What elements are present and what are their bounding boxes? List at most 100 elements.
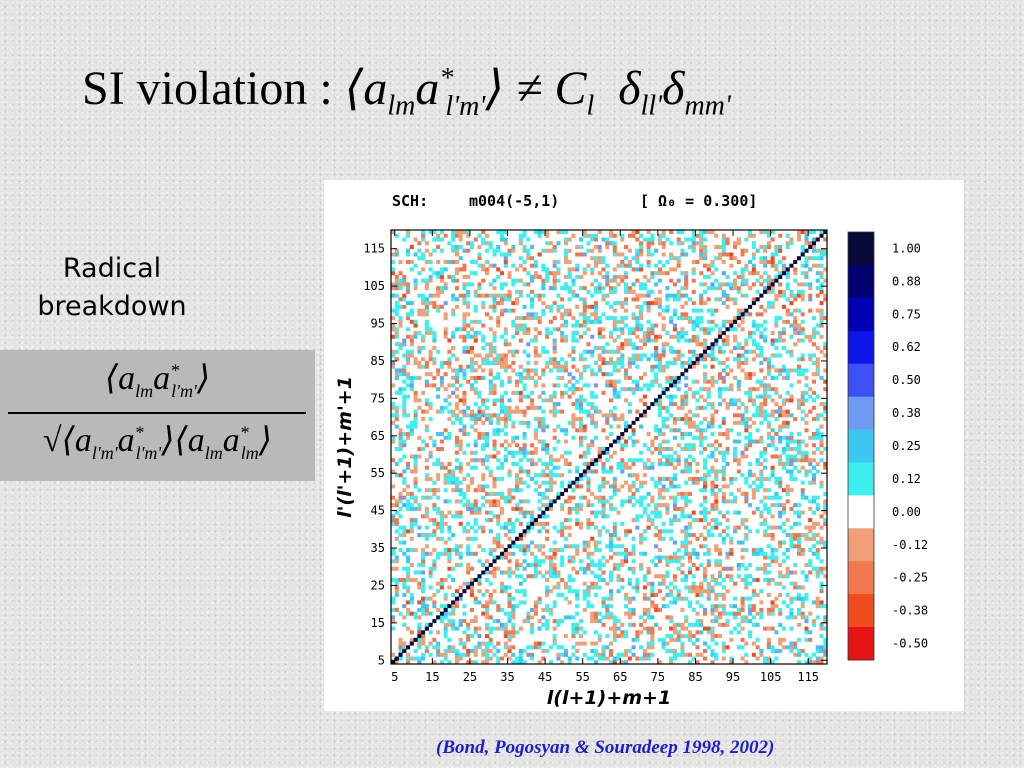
matrix-cell [601,274,606,279]
matrix-cell [563,274,568,279]
matrix-cell [503,417,508,422]
matrix-cell [710,379,715,384]
matrix-cell [590,353,595,358]
matrix-cell [616,417,621,422]
matrix-cell [639,304,644,309]
matrix-cell [511,615,516,620]
matrix-cell [582,252,587,257]
matrix-cell [481,398,486,403]
matrix-cell [785,390,790,395]
matrix-cell [702,379,708,384]
matrix-cell [436,551,441,556]
matrix-cell [601,480,606,485]
matrix-cell [492,491,497,496]
matrix-cell [620,259,625,264]
matrix-cell [706,533,711,538]
matrix-cell [612,368,617,373]
matrix-cell [492,480,497,485]
matrix-cell [736,413,741,418]
matrix-cell [721,465,726,470]
matrix-cell [488,491,493,496]
matrix-cell [473,428,478,433]
matrix-cell [763,660,768,665]
matrix-cell [530,312,535,317]
matrix-cell [590,267,595,272]
matrix-cell [657,607,662,612]
matrix-cell [458,656,463,661]
matrix-cell [642,495,647,500]
matrix-cell [789,506,794,511]
matrix-cell [815,357,820,362]
matrix-cell [785,368,790,373]
matrix-cell [417,360,422,365]
matrix-cell [518,237,523,242]
matrix-cell [563,585,568,590]
matrix-cell [473,506,478,511]
matrix-cell [567,585,572,590]
matrix-cell [451,476,456,481]
matrix-cell [684,529,689,534]
matrix-cell [635,248,640,253]
matrix-cell [785,604,790,609]
matrix-cell [706,424,711,429]
matrix-cell [789,368,794,373]
matrix-cell [725,551,730,556]
matrix-cell [413,469,418,474]
matrix-cell [526,615,531,620]
matrix-cell [684,432,689,437]
matrix-cell [766,443,771,448]
matrix-cell [439,383,444,388]
matrix-cell [451,297,456,302]
matrix-cell [710,383,715,388]
matrix-cell [545,424,550,429]
matrix-cell [492,540,497,545]
matrix-cell [469,465,474,470]
matrix-cell [811,533,817,538]
matrix-cell [616,368,621,373]
matrix-cell [552,282,557,287]
matrix-cell [481,660,486,665]
matrix-cell [417,626,422,631]
matrix-cell [413,286,418,291]
matrix-cell [507,630,512,635]
matrix-cell [804,230,809,235]
matrix-cell [804,577,809,582]
matrix-cell [406,286,411,291]
matrix-cell [763,417,768,422]
matrix-cell [620,319,625,324]
matrix-cell [481,323,486,328]
matrix-cell [718,615,723,620]
matrix-cell [578,506,583,511]
matrix-cell [432,331,437,336]
matrix-cell [436,649,441,654]
matrix-cell [466,293,471,298]
matrix-cell [800,611,805,616]
matrix-cell [733,439,738,444]
matrix-cell [503,626,508,631]
matrix-cell [718,297,723,302]
matrix-cell [657,405,662,410]
matrix-cell [751,256,756,261]
matrix-cell [473,551,478,556]
matrix-cell [808,387,813,392]
matrix-cell [541,312,546,317]
matrix-cell [774,323,779,328]
matrix-cell [473,645,478,650]
matrix-cell [593,394,599,399]
matrix-cell [454,551,459,556]
matrix-cell [605,559,610,564]
matrix-cell [733,301,738,306]
matrix-cell [789,394,794,399]
matrix-cell [691,581,696,586]
matrix-cell [627,581,632,586]
matrix-cell [627,499,632,504]
matrix-cell [721,293,726,298]
matrix-cell [402,372,407,377]
matrix-cell [702,641,708,646]
matrix-cell [545,398,550,403]
matrix-cell [398,506,403,511]
matrix-cell [503,364,508,369]
matrix-cell [571,417,576,422]
matrix-cell [402,533,407,538]
matrix-cell [736,540,741,545]
